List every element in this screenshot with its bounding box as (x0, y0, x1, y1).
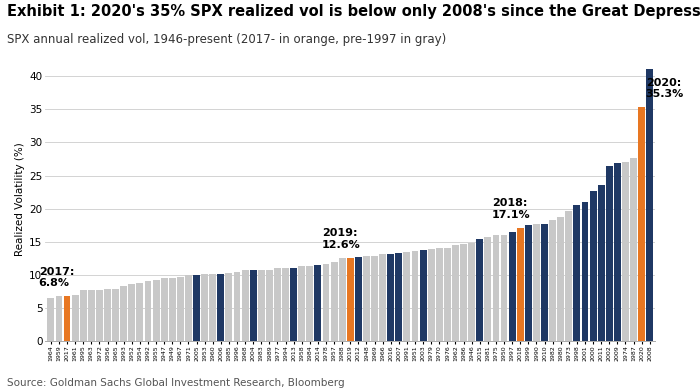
Bar (379, 254, 386, 341)
Bar (371, 256, 378, 341)
Bar (274, 269, 281, 341)
Bar (290, 268, 297, 341)
Bar (468, 243, 475, 341)
Bar (241, 270, 248, 341)
Bar (606, 165, 612, 341)
Bar (323, 264, 330, 341)
Bar (282, 269, 289, 341)
Text: SPX annual realized vol, 1946-present (2017- in orange, pre-1997 in gray): SPX annual realized vol, 1946-present (2… (7, 33, 447, 46)
Bar (218, 274, 224, 341)
Bar (346, 258, 354, 341)
Bar (330, 262, 337, 341)
Bar (598, 185, 605, 341)
Bar (509, 232, 516, 341)
Bar (387, 254, 394, 341)
Bar (550, 220, 556, 341)
Bar (646, 69, 653, 341)
Bar (355, 257, 362, 341)
Bar (533, 224, 540, 341)
Bar (225, 273, 232, 341)
Bar (48, 298, 55, 341)
Bar (630, 158, 637, 341)
Bar (460, 244, 467, 341)
Bar (201, 274, 208, 341)
Bar (88, 290, 95, 341)
Bar (64, 296, 71, 341)
Bar (339, 258, 346, 341)
Bar (436, 249, 442, 341)
Bar (500, 234, 508, 341)
Bar (153, 279, 160, 341)
Bar (395, 253, 402, 341)
Bar (420, 250, 426, 341)
Bar (638, 107, 645, 341)
Bar (120, 286, 127, 341)
Bar (403, 252, 410, 341)
Bar (363, 256, 370, 341)
Text: Exhibit 1: 2020's 35% SPX realized vol is below only 2008's since the Great Depr: Exhibit 1: 2020's 35% SPX realized vol i… (7, 4, 700, 19)
Bar (136, 283, 144, 341)
Bar (96, 290, 103, 341)
Bar (128, 283, 135, 341)
Bar (541, 224, 548, 341)
Bar (55, 296, 62, 341)
Bar (566, 211, 572, 341)
Bar (484, 236, 491, 341)
Bar (517, 228, 524, 341)
Bar (412, 251, 419, 341)
Bar (557, 217, 564, 341)
Bar (307, 266, 314, 341)
Bar (476, 238, 483, 341)
Bar (266, 270, 273, 341)
Y-axis label: Realized Volatility (%): Realized Volatility (%) (15, 142, 25, 256)
Bar (169, 278, 176, 341)
Bar (209, 274, 216, 341)
Text: 2017:
6.8%: 2017: 6.8% (38, 267, 74, 288)
Bar (452, 245, 459, 341)
Bar (112, 289, 119, 341)
Bar (177, 277, 184, 341)
Bar (493, 235, 499, 341)
Bar (525, 225, 532, 341)
Text: Source: Goldman Sachs Global Investment Research, Bloomberg: Source: Goldman Sachs Global Investment … (7, 378, 344, 388)
Bar (104, 289, 111, 341)
Bar (314, 265, 321, 341)
Text: 2020:
35.3%: 2020: 35.3% (645, 78, 684, 99)
Bar (185, 275, 192, 341)
Text: 2018:
17.1%: 2018: 17.1% (492, 198, 531, 220)
Bar (298, 266, 305, 341)
Bar (250, 270, 257, 341)
Bar (161, 278, 167, 341)
Bar (71, 295, 78, 341)
Bar (144, 281, 151, 341)
Bar (234, 272, 240, 341)
Bar (582, 202, 589, 341)
Bar (80, 290, 87, 341)
Bar (589, 191, 596, 341)
Bar (444, 249, 451, 341)
Bar (622, 162, 629, 341)
Bar (614, 163, 621, 341)
Bar (573, 205, 580, 341)
Bar (193, 275, 200, 341)
Bar (428, 249, 435, 341)
Text: 2019:
12.6%: 2019: 12.6% (322, 228, 360, 250)
Bar (258, 270, 265, 341)
